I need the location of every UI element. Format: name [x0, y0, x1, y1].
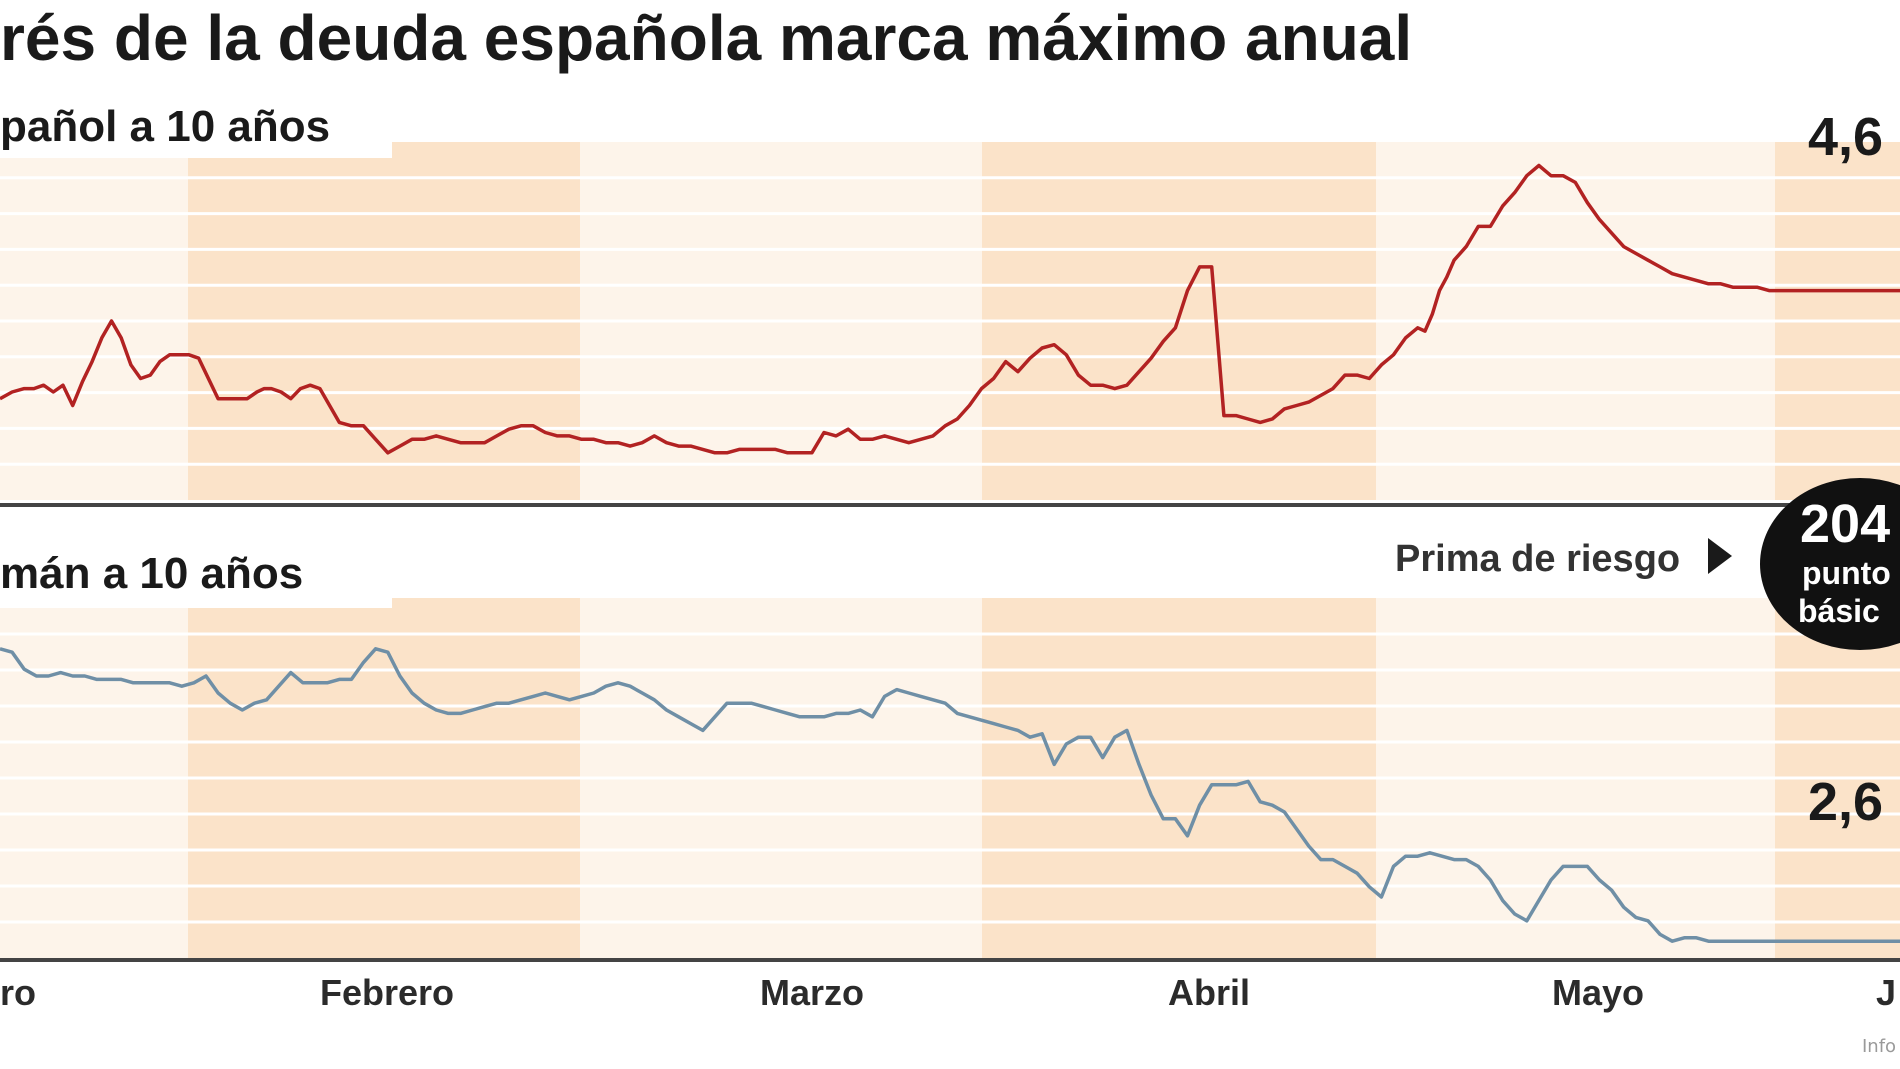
- spain-end-label: 4,6: [1808, 107, 1883, 167]
- chart-title: rés de la deuda española marca máximo an…: [0, 2, 1412, 74]
- top-panel-label-box: [0, 92, 392, 158]
- month-label: Febrero: [320, 972, 454, 1013]
- bottom-panel-label: mán a 10 años: [0, 549, 303, 598]
- month-label: J: [1876, 972, 1896, 1013]
- month-label: Marzo: [760, 972, 864, 1013]
- spain-yield-line: [0, 163, 1900, 455]
- germany-yield-line: [0, 647, 1900, 943]
- month-label: Mayo: [1552, 972, 1644, 1013]
- germany-end-label: 2,6: [1808, 772, 1883, 832]
- prima-unit-line1: punto: [1802, 555, 1891, 591]
- prima-label: Prima de riesgo: [1395, 538, 1680, 580]
- top-panel-label: pañol a 10 años: [0, 102, 330, 151]
- prima-badge: [1760, 478, 1900, 650]
- bottom-panel-label-box: [0, 534, 392, 608]
- month-label: Abril: [1168, 972, 1250, 1013]
- month-label: ro: [0, 972, 36, 1013]
- gridlines-top: [0, 176, 1900, 466]
- credit-text: Info: [1862, 1036, 1896, 1057]
- prima-unit-line2: básic: [1798, 593, 1880, 629]
- prima-arrow-icon: [1708, 538, 1732, 574]
- month-labels: ro Febrero Marzo Abril Mayo J: [0, 972, 1896, 1013]
- prima-value: 204: [1800, 494, 1890, 554]
